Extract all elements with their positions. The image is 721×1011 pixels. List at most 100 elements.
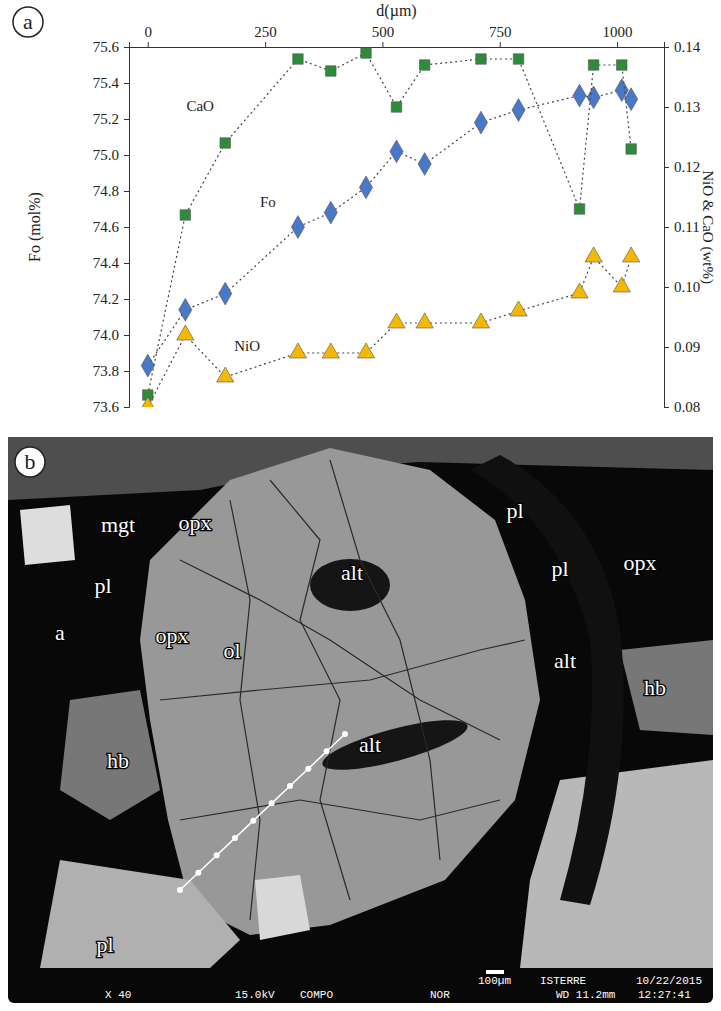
tick-mark	[664, 347, 669, 348]
traverse-line	[180, 734, 345, 890]
marker	[139, 397, 156, 407]
tick-mark	[664, 407, 669, 408]
tick: 75.4	[93, 75, 129, 91]
marker	[419, 60, 429, 70]
tick-mark	[124, 155, 129, 156]
panel-letter-ring	[13, 7, 43, 37]
mineral-label: pl	[94, 573, 111, 598]
marker	[617, 60, 627, 70]
tick-mark	[664, 47, 669, 48]
tick: 0.13	[664, 99, 700, 115]
series-label: NiO	[234, 338, 260, 354]
panel-letter-ring	[15, 447, 45, 477]
tick-label: 74.4	[93, 255, 120, 271]
tick-label: 75.6	[93, 39, 120, 55]
marker	[359, 176, 372, 199]
panel-letter: a	[13, 7, 43, 37]
tick-mark	[382, 42, 383, 47]
tick: 0.11	[664, 219, 700, 235]
olivine-grain	[140, 448, 540, 935]
marker	[418, 153, 431, 176]
tick-mark	[124, 407, 129, 408]
tick: 73.8	[93, 363, 129, 379]
marker	[326, 66, 336, 76]
y-axis: 73.673.874.074.274.474.674.875.075.275.4…	[93, 39, 130, 415]
tick-label: 74.2	[93, 291, 119, 307]
tick-label: 750	[489, 24, 512, 40]
crack	[180, 560, 500, 740]
marker	[390, 140, 403, 163]
grain	[520, 760, 713, 968]
mineral-label: alt	[554, 648, 576, 673]
marker	[588, 60, 598, 70]
marker	[587, 86, 600, 109]
tick: 74.0	[93, 327, 129, 343]
mineral-label: pl	[551, 556, 568, 581]
tick-mark	[124, 83, 129, 84]
marker	[416, 313, 433, 328]
panel-letter: b	[15, 447, 45, 477]
mineral-label: alt	[359, 732, 381, 757]
magnetite-grain	[20, 505, 75, 565]
tick-label: 0.12	[674, 159, 700, 175]
tick-label: 73.8	[93, 363, 119, 379]
marker	[220, 138, 230, 148]
tick-label: 0.11	[674, 219, 700, 235]
footer-text: 10/22/2015	[636, 975, 702, 987]
mineral-label: mgt	[101, 512, 135, 537]
axis-line	[130, 42, 665, 48]
mineral-label: opx	[624, 550, 657, 575]
marker	[474, 111, 487, 134]
footer-text: WD 11.2mm	[556, 989, 616, 1001]
tick-label: 75.2	[93, 111, 119, 127]
tick: 73.6	[93, 399, 129, 415]
marker	[613, 277, 630, 292]
marker	[324, 201, 337, 224]
series-line	[148, 90, 631, 365]
tick-label: 74.6	[93, 219, 120, 235]
tick-label: 73.6	[93, 399, 120, 415]
tick-mark	[664, 107, 669, 108]
traverse-point	[305, 766, 311, 772]
tick: 75.2	[93, 111, 129, 127]
marker	[513, 54, 523, 64]
tick-mark	[124, 47, 129, 48]
tick-mark	[265, 42, 266, 47]
tick: 0.14	[664, 39, 701, 55]
micrograph-panel: mgtopxplplplopxaopxaltolaltalthbhbpl100µ…	[8, 437, 713, 1003]
marker	[476, 54, 486, 64]
tick-mark	[148, 42, 149, 47]
tick: 0	[145, 24, 153, 47]
y2-axis-title: NiO & CaO (wt%)	[699, 170, 716, 284]
marker	[626, 144, 636, 154]
footer-text: 12:27:41	[638, 989, 691, 1001]
tick-label: 0.10	[674, 279, 700, 295]
mineral-label: a	[55, 620, 65, 645]
hornblende-grain	[620, 640, 713, 735]
marker	[388, 313, 405, 328]
y-axis-title: Fo (mol%)	[26, 192, 44, 262]
traverse-point	[324, 748, 330, 754]
mineral-label: ol	[223, 638, 240, 663]
tick-mark	[617, 42, 618, 47]
marker	[585, 247, 602, 262]
traverse-point	[177, 887, 183, 893]
marker	[291, 216, 304, 239]
marker	[179, 298, 192, 321]
mineral-label: opx	[179, 510, 212, 535]
marker	[289, 343, 306, 358]
marker	[510, 301, 527, 316]
tick: 1000	[603, 24, 633, 47]
tick: 74.2	[93, 291, 129, 307]
tick-label: 1000	[603, 24, 633, 40]
tick-label: 74.0	[93, 327, 119, 343]
tick-mark	[124, 119, 129, 120]
tick-mark	[124, 299, 129, 300]
tick-label: 75.4	[93, 75, 120, 91]
tick: 0.12	[664, 159, 700, 175]
marker	[177, 325, 194, 340]
tick-label: 0.08	[674, 399, 700, 415]
mineral-label: pl	[506, 498, 523, 523]
panel-letter-text: b	[25, 449, 36, 474]
series-label: CaO	[186, 98, 214, 114]
